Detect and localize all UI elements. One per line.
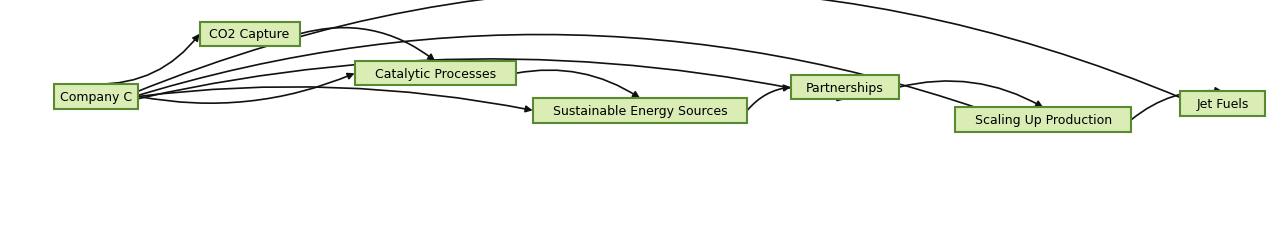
- FancyArrowPatch shape: [899, 82, 1042, 107]
- FancyArrowPatch shape: [96, 35, 1042, 132]
- Text: Catalytic Processes: Catalytic Processes: [375, 67, 495, 80]
- FancyBboxPatch shape: [54, 85, 138, 109]
- FancyBboxPatch shape: [200, 22, 300, 47]
- FancyArrowPatch shape: [96, 36, 198, 85]
- FancyBboxPatch shape: [355, 62, 516, 86]
- FancyArrowPatch shape: [138, 87, 531, 112]
- FancyBboxPatch shape: [1180, 92, 1265, 116]
- FancyArrowPatch shape: [516, 71, 639, 98]
- FancyArrowPatch shape: [96, 0, 1221, 116]
- FancyArrowPatch shape: [1132, 88, 1221, 120]
- FancyArrowPatch shape: [96, 60, 844, 109]
- Text: Company C: Company C: [60, 91, 132, 103]
- Text: Partnerships: Partnerships: [806, 81, 883, 94]
- Text: CO2 Capture: CO2 Capture: [210, 28, 289, 41]
- Text: Scaling Up Production: Scaling Up Production: [974, 114, 1112, 127]
- FancyBboxPatch shape: [791, 76, 899, 100]
- FancyArrowPatch shape: [300, 28, 434, 61]
- FancyArrowPatch shape: [138, 74, 353, 104]
- FancyBboxPatch shape: [955, 108, 1132, 132]
- Text: Sustainable Energy Sources: Sustainable Energy Sources: [553, 104, 727, 117]
- FancyArrowPatch shape: [748, 86, 788, 111]
- FancyBboxPatch shape: [532, 99, 748, 123]
- Text: Jet Fuels: Jet Fuels: [1197, 97, 1248, 110]
